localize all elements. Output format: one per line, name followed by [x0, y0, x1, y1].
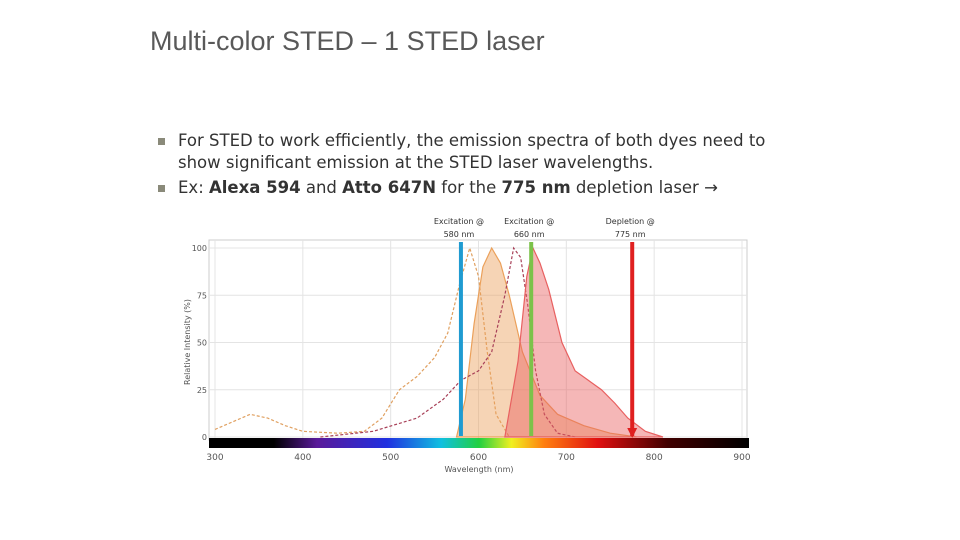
- y-tick-label: 0: [202, 433, 207, 442]
- text: Ex:: [178, 178, 209, 197]
- laser-label: Excitation @: [434, 217, 484, 226]
- y-tick-label: 25: [197, 386, 207, 395]
- text: For STED to work efficiently, the emissi…: [178, 131, 766, 172]
- bullet: For STED to work efficiently, the emissi…: [158, 130, 788, 174]
- spectrum-bar: [209, 438, 749, 448]
- x-tick-label: 600: [470, 453, 487, 463]
- emission-area: [455, 246, 637, 438]
- emission-area: [504, 246, 664, 438]
- y-axis-label: Relative Intensity (%): [183, 299, 192, 385]
- excitation-line: [320, 246, 576, 438]
- x-tick-label: 800: [646, 453, 663, 463]
- bullet: Ex: Alexa 594 and Atto 647N for the 775 …: [158, 177, 788, 199]
- bold-text: Atto 647N: [342, 178, 437, 197]
- bullet-marker: [158, 185, 165, 192]
- x-tick-label: 900: [733, 453, 750, 463]
- text: for the: [436, 178, 502, 197]
- bullet-marker: [158, 138, 165, 145]
- bold-text: Alexa 594: [209, 178, 301, 197]
- laser-label: 580 nm: [444, 230, 475, 239]
- text: depletion laser →: [570, 178, 718, 197]
- bullet-list: For STED to work efficiently, the emissi…: [158, 130, 788, 202]
- slide-title: Multi-color STED – 1 STED laser: [150, 26, 545, 56]
- x-axis-label: Wavelength (nm): [444, 465, 513, 474]
- x-tick-label: 700: [558, 453, 575, 463]
- arrow-head: [627, 428, 638, 438]
- x-tick-label: 500: [382, 453, 399, 463]
- bold-text: 775 nm: [501, 178, 571, 197]
- y-tick-label: 100: [192, 244, 207, 253]
- laser-label: Excitation @: [504, 217, 554, 226]
- laser-label: 775 nm: [615, 230, 646, 239]
- excitation-line: [214, 245, 510, 438]
- text: and: [300, 178, 343, 197]
- x-tick-label: 400: [294, 453, 311, 463]
- y-tick-label: 50: [197, 339, 207, 348]
- y-tick-label: 75: [197, 291, 207, 300]
- laser-label: 660 nm: [514, 230, 545, 239]
- x-tick-label: 300: [206, 453, 223, 463]
- laser-label: Depletion @: [606, 217, 655, 226]
